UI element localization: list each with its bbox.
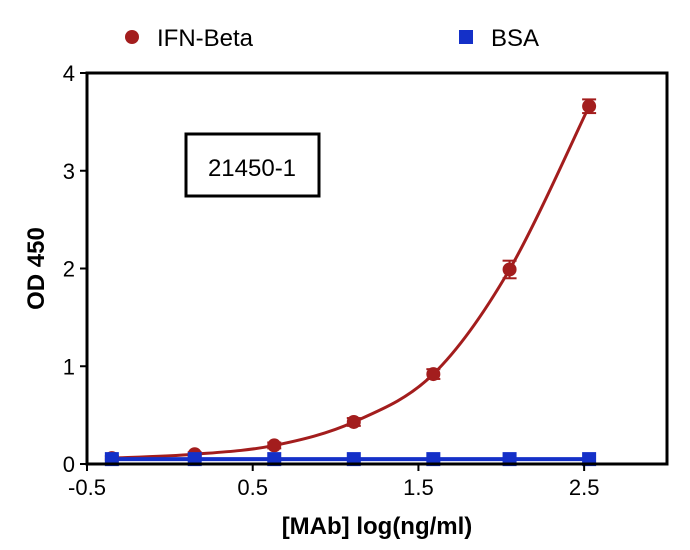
legend: IFN-Beta BSA	[125, 25, 539, 52]
point-ifn-beta	[426, 367, 441, 382]
legend-marker-circle	[125, 30, 139, 44]
annotation-label: 21450-1	[208, 155, 296, 182]
data-points	[104, 98, 597, 467]
point-ifn-beta	[582, 99, 597, 114]
annotation-box: 21450-1	[184, 132, 321, 198]
annotation-frame	[184, 132, 321, 198]
axes: 0 1 2 3 4 -0.5 0.5 1.5 2.5	[63, 61, 600, 500]
x-tick-label: 1.5	[403, 475, 434, 500]
plot-frame	[85, 71, 669, 466]
x-axis-label: [MAb] log(ng/ml)	[282, 513, 473, 540]
point-ifn-beta	[267, 438, 282, 453]
legend-label: BSA	[491, 25, 539, 52]
x-tick-label: 0.5	[237, 475, 268, 500]
x-tick-label: 2.5	[569, 475, 600, 500]
point-ifn-beta	[502, 262, 517, 277]
legend-label: IFN-Beta	[157, 25, 254, 52]
series-line-ifn-beta	[111, 105, 591, 460]
y-tick-label: 0	[63, 452, 75, 477]
y-tick-label: 1	[63, 354, 75, 379]
y-axis-label: OD 450	[23, 227, 50, 310]
y-tick-label: 3	[63, 159, 75, 184]
y-tick-label: 2	[63, 257, 75, 282]
x-tick-label: -0.5	[68, 475, 106, 500]
y-tick-label: 4	[63, 61, 75, 86]
point-ifn-beta	[346, 414, 361, 429]
legend-marker-square	[459, 30, 473, 44]
fit-curves	[111, 105, 591, 462]
